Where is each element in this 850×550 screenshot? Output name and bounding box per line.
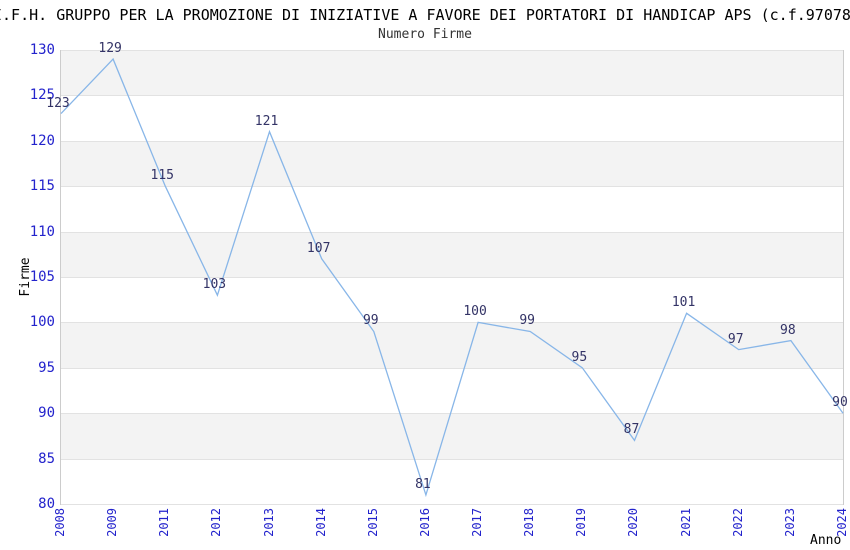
y-tick-label: 120 xyxy=(29,132,55,149)
x-tick-label: 2015 xyxy=(365,508,380,537)
x-tick-label: 2016 xyxy=(417,508,432,537)
data-point-label: 101 xyxy=(671,295,696,311)
data-point-label: 129 xyxy=(98,41,122,57)
data-point-label: 99 xyxy=(362,313,379,329)
x-tick-label: 2023 xyxy=(782,508,797,537)
x-tick-label: 2013 xyxy=(261,508,276,537)
grid-band xyxy=(61,95,843,141)
y-tick-label: 80 xyxy=(38,496,55,512)
gridline xyxy=(61,368,843,369)
grid-band xyxy=(61,458,843,504)
grid-band xyxy=(61,140,843,187)
data-point-label: 87 xyxy=(623,422,640,438)
gridline xyxy=(61,413,843,414)
x-tick-label: 2019 xyxy=(574,508,589,537)
gridline xyxy=(61,277,843,278)
data-point-label: 115 xyxy=(150,168,175,184)
x-tick-label: 2012 xyxy=(209,508,224,537)
x-axis-title: Anno xyxy=(810,533,842,548)
grid-band xyxy=(61,367,843,414)
grid-band xyxy=(61,413,843,459)
line-series xyxy=(60,57,844,498)
plot-area xyxy=(60,50,844,505)
y-tick-label: 130 xyxy=(29,42,55,58)
data-point-label: 81 xyxy=(415,476,431,492)
x-tick-label: 2022 xyxy=(730,508,745,537)
y-tick-label: 100 xyxy=(29,314,55,331)
y-tick-label: 105 xyxy=(29,269,55,285)
gridline xyxy=(61,459,843,460)
data-point-label: 99 xyxy=(519,313,536,329)
gridline xyxy=(61,95,843,96)
data-point-label: 121 xyxy=(254,113,279,129)
grid-band xyxy=(61,186,843,232)
y-tick-label: 115 xyxy=(29,178,55,195)
x-tick-label: 2011 xyxy=(157,508,172,537)
data-point-label: 98 xyxy=(780,322,796,338)
data-point-label: 103 xyxy=(202,277,227,293)
y-tick-label: 85 xyxy=(38,450,55,467)
y-tick-label: 125 xyxy=(29,87,55,104)
x-tick-label: 2014 xyxy=(313,508,328,537)
gridline xyxy=(61,186,843,187)
gridline xyxy=(61,50,843,51)
data-point-label: 97 xyxy=(727,331,744,347)
chart-title: I.F.H. GRUPPO PER LA PROMOZIONE DI INIZI… xyxy=(0,6,850,24)
gridline xyxy=(61,232,843,233)
x-tick-label: 2021 xyxy=(678,508,693,537)
chart-subtitle: Numero Firme xyxy=(378,27,472,42)
gridline xyxy=(61,504,843,505)
x-tick-label: 2008 xyxy=(53,508,67,537)
x-tick-label: 2009 xyxy=(105,508,120,537)
data-point-label: 95 xyxy=(571,349,588,365)
data-point-label: 123 xyxy=(46,95,70,111)
x-tick-label: 2017 xyxy=(470,508,485,537)
y-tick-label: 110 xyxy=(29,223,55,240)
signatures-line xyxy=(60,57,844,498)
grid-band xyxy=(61,322,843,368)
x-tick-label: 2018 xyxy=(522,508,537,537)
gridline xyxy=(61,322,843,323)
grid-band xyxy=(61,277,843,323)
y-tick-label: 90 xyxy=(38,405,55,422)
data-point-label: 100 xyxy=(463,304,487,320)
x-tick-label: 2020 xyxy=(626,508,641,537)
data-point-label: 90 xyxy=(832,395,848,411)
y-tick-label: 95 xyxy=(38,359,55,376)
data-point-label: 107 xyxy=(306,240,331,256)
grid-band xyxy=(61,50,843,96)
gridline xyxy=(61,141,843,142)
y-axis-title: Firme xyxy=(18,257,33,297)
